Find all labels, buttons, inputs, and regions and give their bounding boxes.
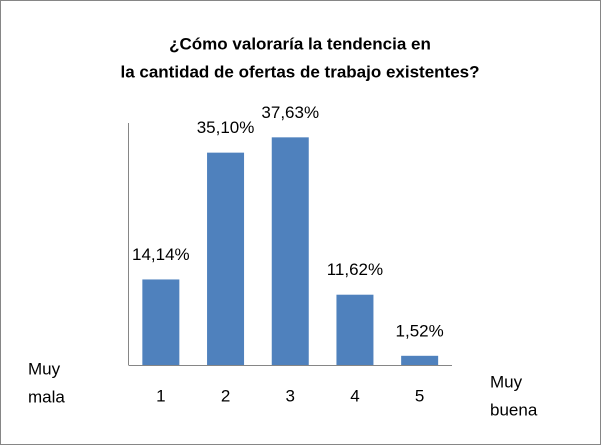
x-tick-label: 5 [415, 386, 424, 405]
chart-title: la cantidad de ofertas de trabajo existe… [120, 62, 479, 81]
annotation: mala [28, 387, 65, 406]
bar [336, 294, 374, 365]
x-tick-label: 1 [156, 386, 165, 405]
annotation: buena [490, 400, 538, 419]
data-label: 1,52% [396, 321, 444, 340]
bar [271, 137, 309, 365]
data-label: 11,62% [327, 260, 383, 279]
x-tick-label: 3 [286, 386, 295, 405]
data-label: 14,14% [132, 245, 190, 264]
chart-title: ¿Cómo valoraría la tendencia en [169, 34, 431, 53]
bar [142, 279, 180, 365]
x-tick-label: 2 [221, 386, 230, 405]
annotation: Muy [490, 372, 523, 391]
bar [207, 152, 245, 365]
bar [401, 355, 439, 365]
data-label: 37,63% [261, 103, 319, 122]
x-tick-label: 4 [350, 386, 359, 405]
data-label: 35,10% [197, 118, 255, 137]
annotation: Muy [28, 359, 61, 378]
